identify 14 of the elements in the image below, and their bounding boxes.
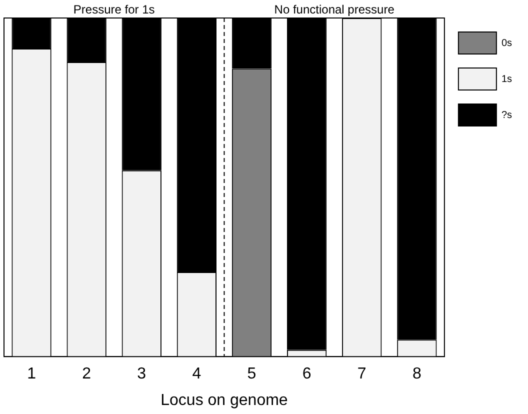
x-tick-label: 4 xyxy=(192,366,202,383)
x-tick-label: 8 xyxy=(412,366,422,383)
x-tick-label: 7 xyxy=(357,366,366,383)
legend-label: 1s xyxy=(501,74,512,85)
x-tick-label: 3 xyxy=(137,366,146,383)
x-tick-label: 1 xyxy=(27,366,36,383)
x-tick-label: 2 xyxy=(82,366,92,383)
legend-label: 0s xyxy=(501,38,512,49)
x-tick-label: 6 xyxy=(302,366,312,383)
text: Pressure for 1s xyxy=(73,2,155,16)
legend-label: ?s xyxy=(501,110,512,121)
x-tick-label: 5 xyxy=(247,366,256,383)
x-axis-title: Locus on genome xyxy=(160,392,288,409)
text: No functional pressure xyxy=(274,2,395,16)
